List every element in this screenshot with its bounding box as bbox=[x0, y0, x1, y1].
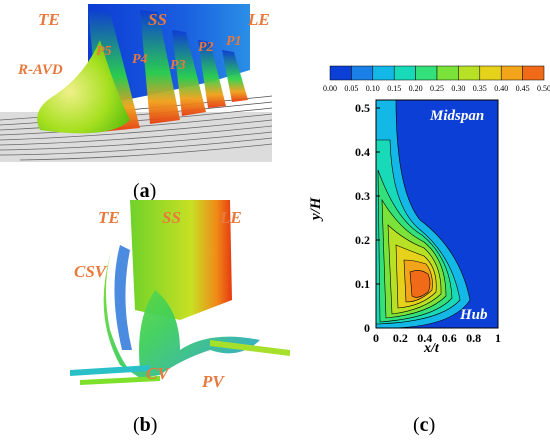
label-b-le: LE bbox=[220, 208, 242, 227]
panel-b: TE SS LE CSV CV PV bbox=[60, 200, 290, 400]
x-tick-label: 0.4 bbox=[417, 331, 432, 345]
colorbar-tick-label: 0.00 bbox=[323, 84, 337, 93]
label-ss: SS bbox=[148, 10, 167, 29]
colorbar-tick-label: 0.40 bbox=[494, 84, 508, 93]
colorbar-band bbox=[415, 65, 438, 81]
caption-c: (c) bbox=[413, 414, 436, 436]
label-p3: P3 bbox=[170, 58, 186, 73]
hub-streamlines bbox=[0, 95, 273, 161]
colorbar-tick-label: 0.20 bbox=[409, 84, 423, 93]
label-b-te: TE bbox=[98, 208, 120, 227]
label-p1: P1 bbox=[226, 34, 242, 49]
label-b-csv: CSV bbox=[74, 262, 107, 281]
panel-b-illustration bbox=[70, 200, 290, 385]
colorbar-tick-label: 0.30 bbox=[451, 84, 465, 93]
panel-c: 0.00 0.05 0.10 0.15 0.20 0.25 0.30 0.35 0.40 0.45… bbox=[300, 60, 550, 360]
y-axis-label: y/H bbox=[308, 196, 324, 222]
annotation-hub: Hub bbox=[459, 307, 488, 323]
colorbar-band bbox=[372, 65, 395, 81]
colorbar-band bbox=[479, 65, 502, 81]
y-tick-label: 0.2 bbox=[355, 233, 370, 247]
panel-c-chart: 0.00 0.05 0.10 0.15 0.20 0.25 0.30 0.35 0.40 0.45… bbox=[308, 65, 550, 356]
x-axis-label: x/t bbox=[423, 341, 440, 356]
caption-b: (b) bbox=[133, 414, 158, 436]
label-p5: P5 bbox=[96, 44, 112, 59]
x-tick-label: 0.6 bbox=[442, 331, 457, 345]
label-te: TE bbox=[38, 10, 60, 29]
x-tick-label: 1 bbox=[495, 331, 501, 345]
y-tick-label: 0.1 bbox=[355, 277, 370, 291]
colorbar-band bbox=[393, 65, 416, 81]
y-tick-label: 0 bbox=[364, 321, 370, 335]
y-tick-label: 0.3 bbox=[355, 189, 370, 203]
colorbar-tick-label: 0.05 bbox=[344, 84, 358, 93]
colorbar-band bbox=[500, 65, 523, 81]
x-tick-label: 0.8 bbox=[466, 331, 481, 345]
y-axis-ticks: 0 0.1 0.2 0.3 0.4 0.5 bbox=[355, 101, 380, 335]
label-b-cv: CV bbox=[146, 364, 169, 383]
colorbar-tick-label: 0.15 bbox=[387, 84, 401, 93]
label-b-ss: SS bbox=[162, 208, 181, 227]
y-tick-label: 0.4 bbox=[355, 145, 370, 159]
csv-core bbox=[114, 245, 132, 350]
colorbar-tick-label: 0.10 bbox=[366, 84, 380, 93]
colorbar: 0.00 0.05 0.10 0.15 0.20 0.25 0.30 0.35 0.40 0.45… bbox=[323, 65, 550, 93]
colorbar-band bbox=[329, 65, 352, 81]
plot-frame bbox=[375, 99, 499, 329]
x-axis-ticks: 0 0.2 0.4 0.6 0.8 1 bbox=[373, 331, 501, 345]
heatmap-contours bbox=[376, 100, 471, 328]
y-tick-label: 0.5 bbox=[355, 101, 370, 115]
caption-a: (a) bbox=[133, 180, 157, 202]
label-p2: P2 bbox=[198, 40, 214, 55]
colorbar-band bbox=[458, 65, 481, 81]
colorbar-tick-label: 0.45 bbox=[516, 84, 530, 93]
annotation-midspan: Midspan bbox=[429, 108, 484, 124]
colorbar-band bbox=[522, 65, 545, 81]
colorbar-tick-label: 0.25 bbox=[430, 84, 444, 93]
x-tick-label: 0 bbox=[373, 331, 379, 345]
panel-a: TE SS LE R-AVD P5 P4 P3 P2 P1 bbox=[0, 0, 273, 172]
colorbar-tick-label: 0.35 bbox=[473, 84, 487, 93]
r-avd-vortex bbox=[37, 40, 131, 134]
colorbar-band bbox=[351, 65, 374, 81]
label-le: LE bbox=[248, 10, 270, 29]
colorbar-tick-label: 0.50 bbox=[537, 84, 550, 93]
blade-surface-b bbox=[130, 200, 232, 320]
colorbar-band bbox=[436, 65, 459, 81]
hub-strips bbox=[70, 340, 290, 385]
label-p4: P4 bbox=[132, 52, 148, 67]
panel-a-illustration bbox=[0, 4, 273, 162]
x-tick-label: 0.2 bbox=[393, 331, 408, 345]
label-b-pv: PV bbox=[202, 372, 224, 391]
label-r-avd: R-AVD bbox=[18, 62, 63, 78]
